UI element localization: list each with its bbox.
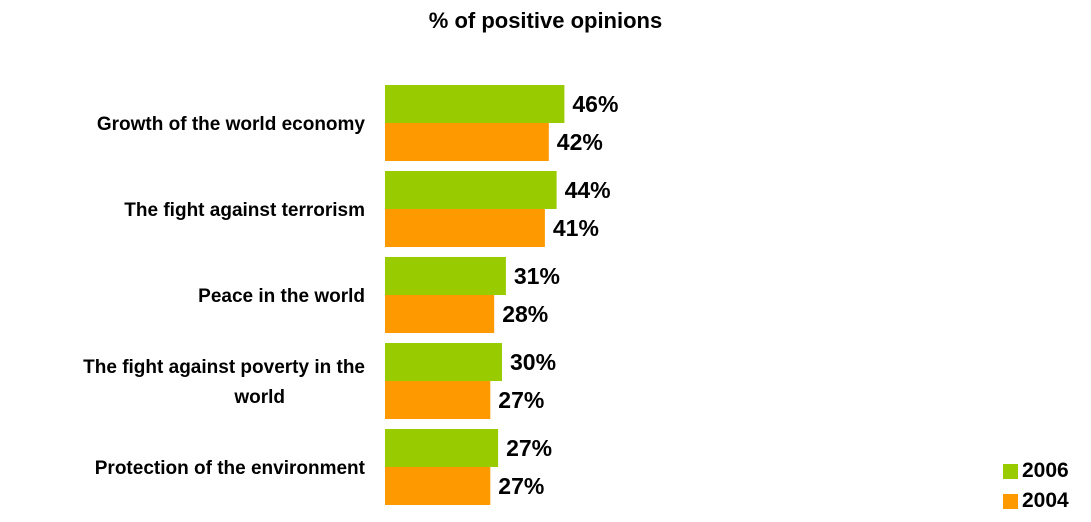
legend-label-2006: 2006 bbox=[1022, 459, 1069, 482]
value-label-2006-1: 44% bbox=[565, 177, 611, 203]
bar-2004-2 bbox=[385, 295, 495, 333]
bar-2006-2 bbox=[385, 257, 506, 295]
legend: 2006 2004 bbox=[1003, 456, 1088, 516]
legend-item-2004: 2004 bbox=[1003, 486, 1088, 516]
value-label-2004-0: 42% bbox=[557, 129, 603, 155]
bar-2004-0 bbox=[385, 123, 549, 161]
category-label-3: The fight against poverty in the world bbox=[83, 357, 365, 408]
value-label-2004-1: 41% bbox=[553, 215, 599, 241]
bar-2004-3 bbox=[385, 381, 491, 419]
legend-swatch-2006 bbox=[1003, 463, 1018, 479]
bar-2006-4 bbox=[385, 429, 499, 467]
legend-item-2006: 2006 bbox=[1003, 456, 1088, 486]
value-label-2004-3: 27% bbox=[498, 387, 544, 413]
bar-2006-3 bbox=[385, 343, 502, 381]
value-label-2006-4: 27% bbox=[506, 435, 552, 461]
chart-title: % of positive opinions bbox=[428, 8, 663, 33]
bar-2006-1 bbox=[385, 171, 557, 209]
category-label-2: Peace in the world bbox=[198, 286, 365, 307]
value-label-2006-3: 30% bbox=[510, 349, 556, 375]
category-label-4: Protection of the environment bbox=[95, 458, 366, 479]
category-label-0: Growth of the world economy bbox=[97, 114, 366, 135]
value-label-2006-0: 46% bbox=[572, 91, 618, 117]
legend-swatch-2004 bbox=[1003, 493, 1018, 509]
value-label-2004-4: 27% bbox=[498, 473, 544, 499]
bar-2004-4 bbox=[385, 467, 491, 505]
category-label-1: The fight against terrorism bbox=[124, 200, 365, 221]
value-label-2006-2: 31% bbox=[514, 263, 560, 289]
value-label-2004-2: 28% bbox=[502, 301, 548, 327]
bar-2006-0 bbox=[385, 85, 565, 123]
legend-label-2004: 2004 bbox=[1022, 489, 1069, 512]
bar-2004-1 bbox=[385, 209, 545, 247]
